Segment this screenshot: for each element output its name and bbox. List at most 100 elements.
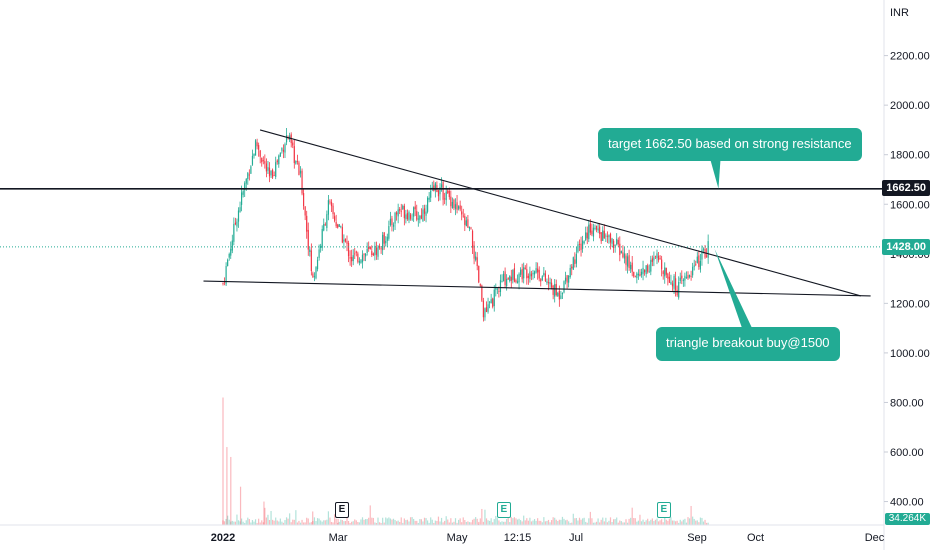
candle-body (533, 271, 536, 275)
volume-spike (312, 511, 314, 525)
volume-bar (403, 518, 405, 525)
candle-body (223, 281, 226, 283)
volume-bar (276, 520, 278, 525)
volume-bar (695, 520, 697, 525)
target-callout[interactable]: target 1662.50 based on strong resistanc… (598, 128, 862, 161)
volume-bar (706, 522, 708, 525)
candle-body (620, 251, 622, 254)
volume-bar (504, 521, 506, 525)
volume-bar (599, 522, 601, 525)
candle-body (515, 279, 517, 283)
candle-body (313, 276, 316, 278)
volume-bar (543, 517, 545, 525)
candle-body (600, 232, 602, 242)
volume-bar (569, 522, 571, 525)
volume-bar (237, 520, 240, 525)
candle-body (478, 266, 480, 283)
volume-bar (394, 519, 396, 525)
candle-body (244, 183, 246, 190)
candle-body (537, 268, 539, 273)
volume-bar (473, 518, 475, 525)
volume-bar (289, 513, 291, 525)
volume-bar (636, 521, 638, 525)
candle-body (427, 197, 429, 212)
candle-body (681, 275, 683, 279)
earnings-icon[interactable]: E (496, 502, 511, 518)
y-tick-label: 2200.00 (890, 51, 930, 63)
volume-bar (609, 517, 612, 525)
candle-body (279, 152, 281, 157)
volume-bar (524, 520, 526, 525)
volume-bar (303, 522, 305, 525)
candle-body (409, 214, 412, 219)
volume-bar (685, 522, 688, 525)
candle-body (365, 253, 367, 257)
candle-body (490, 299, 492, 304)
candle-body (239, 207, 241, 212)
candle-body (357, 253, 359, 262)
volume-bar (597, 518, 599, 525)
candle-body (321, 229, 323, 248)
candle-body (284, 144, 286, 153)
candle-body (334, 216, 336, 221)
volume-bar (382, 517, 384, 525)
volume-bar (396, 521, 398, 525)
y-tick-label: 600.00 (890, 447, 924, 459)
volume-bar (225, 518, 227, 525)
candle-body (588, 224, 590, 240)
volume-bar (516, 519, 519, 525)
candle-body (258, 145, 260, 150)
candle-body (640, 271, 643, 275)
volume-bar (656, 518, 658, 525)
breakout-callout[interactable]: triangle breakout buy@1500 (656, 327, 840, 361)
candle-body (366, 248, 368, 253)
volume-bar (439, 521, 441, 525)
candle-body (603, 230, 605, 239)
candle-body (442, 182, 444, 200)
candle-body (228, 253, 230, 258)
candle-body (360, 260, 362, 264)
volume-bar (409, 517, 412, 525)
trendline-upper[interactable] (259, 129, 861, 297)
volume-bar (414, 520, 416, 525)
trendline-lower[interactable] (203, 280, 871, 297)
candle-body (335, 221, 337, 227)
candle-body (617, 239, 619, 245)
earnings-icon[interactable]: E (656, 502, 671, 518)
volume-bar (557, 521, 559, 525)
volume-bar (693, 518, 695, 525)
candle-body (267, 167, 269, 171)
x-tick-label: Jul (569, 532, 583, 544)
candle-body (611, 238, 613, 244)
candle-body (571, 266, 573, 269)
volume-bar (321, 521, 323, 525)
volume-bar (637, 520, 639, 525)
candle-body (580, 243, 582, 251)
candle-body (320, 245, 322, 249)
candle-body (510, 276, 512, 281)
earnings-icon[interactable]: E (334, 502, 349, 518)
volume-bar (701, 517, 703, 525)
candle-body (619, 243, 621, 256)
volume-bar (296, 522, 298, 525)
candle-body (405, 214, 407, 220)
candle-body (406, 213, 409, 220)
candle-body (276, 160, 278, 163)
candle-body (555, 284, 557, 296)
candle-body (268, 167, 271, 177)
candle-body (451, 201, 453, 208)
candle-body (413, 207, 415, 217)
volume-bar (306, 517, 308, 525)
candle-body (282, 149, 285, 152)
volume-bar (427, 520, 429, 525)
volume-bar (352, 521, 354, 525)
drawings[interactable] (0, 129, 884, 328)
volume-bar (493, 519, 495, 525)
candle-body (481, 285, 483, 301)
candle-body (560, 295, 562, 299)
volume-bar (518, 518, 520, 525)
candle-body (281, 147, 283, 151)
candle-body (526, 269, 528, 279)
